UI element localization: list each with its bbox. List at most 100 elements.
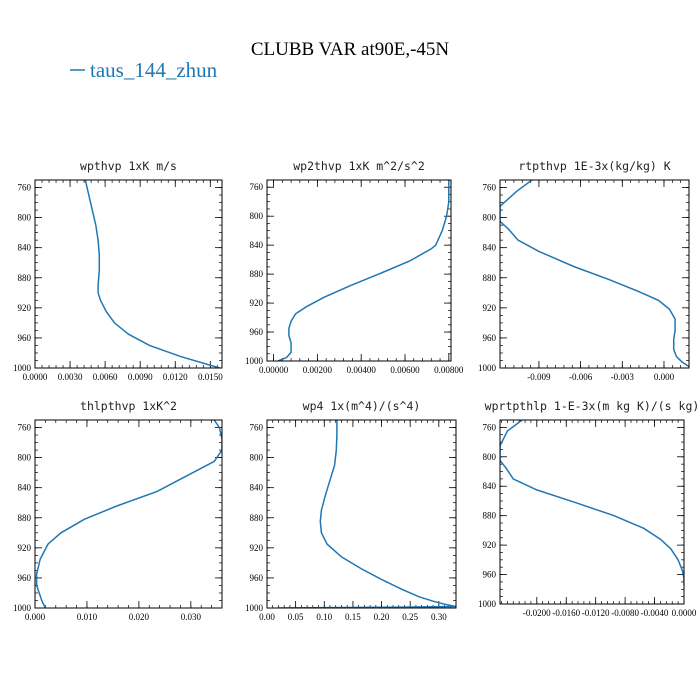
x-tick-label: 0.00200 [303, 365, 333, 375]
panel-4: thlpthvp 1xK^2 760 800 840 880 920 960 10000.00… [13, 399, 223, 622]
y-tick-label: 840 [18, 483, 32, 493]
y-tick-label: 800 [18, 453, 32, 463]
legend: taus_144_zhun [70, 58, 218, 82]
plot-frame [34, 419, 223, 609]
x-tick-label: 0.0120 [163, 372, 188, 382]
panel-title: wp2thvp 1xK m^2/s^2 [293, 159, 425, 173]
series-line [500, 180, 689, 368]
x-tick-label: -0.0080 [611, 608, 639, 618]
y-tick-label: 800 [250, 453, 264, 463]
y-tick-label: 840 [483, 481, 497, 491]
x-tick-label: -0.009 [527, 372, 551, 382]
plot-frame [266, 179, 452, 362]
panel-1: wpthvp 1xK m/s76080084088092096010000.00… [13, 159, 223, 382]
y-tick-label: 1000 [478, 363, 497, 373]
y-tick-label: 840 [18, 243, 32, 253]
panel-5: wp4 1x(m^4)/(s^4)76080084088092096010000… [245, 399, 457, 622]
series-line [500, 420, 684, 586]
x-tick-label: 0.0000 [23, 372, 48, 382]
panel-6: wprtpthlp 1-E-3x(m kg K)/(s kg) 760 800 840… [478, 399, 699, 618]
y-tick-label: 760 [250, 423, 264, 433]
panel-title: rtpthvp 1E-3x(kg/kg) K [518, 159, 670, 173]
y-tick-label: 880 [250, 269, 264, 279]
x-tick-label: 0.00000 [259, 365, 289, 375]
x-tick-label: 0.0150 [198, 372, 223, 382]
y-tick-label: 1000 [245, 356, 264, 366]
y-tick-label: 1000 [13, 363, 32, 373]
x-tick-label: 0.000 [654, 372, 675, 382]
y-tick-label: 920 [250, 543, 264, 553]
panel-title: thlpthvp 1xK^2 [80, 399, 177, 413]
x-tick-label: 0.25 [402, 612, 418, 622]
figure-title: CLUBB VAR at90E,-45N [251, 39, 450, 60]
y-tick-label: 920 [483, 303, 497, 313]
x-tick-label: 0.030 [181, 612, 202, 622]
x-tick-label: 0.00800 [434, 365, 464, 375]
plot-frame [499, 419, 685, 605]
panel-title: wp4 1x(m^4)/(s^4) [303, 399, 421, 413]
x-tick-label: -0.0120 [582, 608, 610, 618]
y-tick-label: 760 [18, 183, 32, 193]
y-tick-label: 800 [18, 213, 32, 223]
y-tick-label: 920 [483, 540, 497, 550]
y-tick-label: 960 [483, 333, 497, 343]
x-tick-label: 0.0030 [58, 372, 83, 382]
plot-frame [34, 179, 223, 369]
x-tick-label: 0.00 [259, 612, 275, 622]
y-tick-label: 760 [483, 183, 497, 193]
x-tick-label: -0.006 [569, 372, 593, 382]
y-tick-label: 880 [483, 273, 497, 283]
x-tick-label: -0.0200 [523, 608, 551, 618]
x-tick-label: 0.20 [374, 612, 390, 622]
panels: wpthvp 1xK m/s76080084088092096010000.00… [13, 159, 699, 622]
y-tick-label: 840 [250, 483, 264, 493]
y-tick-label: 760 [483, 422, 497, 432]
x-tick-label: 0.10 [316, 612, 332, 622]
y-tick-label: 960 [18, 333, 32, 343]
x-tick-label: 0.000 [25, 612, 46, 622]
x-tick-label: 0.0090 [128, 372, 153, 382]
y-tick-label: 1000 [13, 603, 32, 613]
panel-title: wprtpthlp 1-E-3x(m kg K)/(s kg) [485, 399, 700, 413]
y-tick-label: 920 [18, 543, 32, 553]
x-tick-label: 0.15 [345, 612, 361, 622]
x-tick-label: 0.30 [431, 612, 447, 622]
y-tick-label: 880 [483, 511, 497, 521]
y-tick-label: 960 [250, 327, 264, 337]
series-line [84, 180, 220, 368]
x-tick-label: 0.00400 [347, 365, 377, 375]
legend-label: taus_144_zhun [90, 58, 218, 82]
y-tick-label: 920 [18, 303, 32, 313]
panel-2: wp2thvp 1xK m^2/s^2 760 800 840 880 920 960 100… [245, 159, 464, 375]
x-tick-label: 0.05 [288, 612, 304, 622]
x-tick-label: 0.010 [77, 612, 98, 622]
series-line [277, 180, 450, 361]
y-tick-label: 800 [483, 213, 497, 223]
y-tick-label: 880 [250, 513, 264, 523]
panel-title: wpthvp 1xK m/s [80, 159, 177, 173]
y-tick-label: 800 [250, 211, 264, 221]
y-tick-label: 1000 [245, 603, 264, 613]
y-tick-label: 800 [483, 452, 497, 462]
x-tick-label: 0.00600 [390, 365, 420, 375]
x-tick-label: -0.0040 [641, 608, 669, 618]
x-tick-label: 0.020 [129, 612, 150, 622]
x-tick-label: 0.0060 [93, 372, 118, 382]
panel-3: rtpthvp 1E-3x(kg/kg) K 760 800 840 880 920 960… [478, 159, 690, 382]
y-tick-label: 760 [18, 423, 32, 433]
y-tick-label: 840 [250, 240, 264, 250]
series-line [278, 420, 456, 608]
plot-frame [266, 419, 457, 609]
y-tick-label: 880 [18, 273, 32, 283]
x-tick-label: -0.003 [611, 372, 635, 382]
series-line [35, 420, 222, 608]
y-tick-label: 960 [483, 570, 497, 580]
y-tick-label: 1000 [478, 599, 497, 609]
plot-frame [499, 179, 690, 369]
x-tick-label: -0.0160 [552, 608, 580, 618]
y-tick-label: 960 [250, 573, 264, 583]
y-tick-label: 760 [250, 182, 264, 192]
y-tick-label: 920 [250, 298, 264, 308]
y-tick-label: 960 [18, 573, 32, 583]
